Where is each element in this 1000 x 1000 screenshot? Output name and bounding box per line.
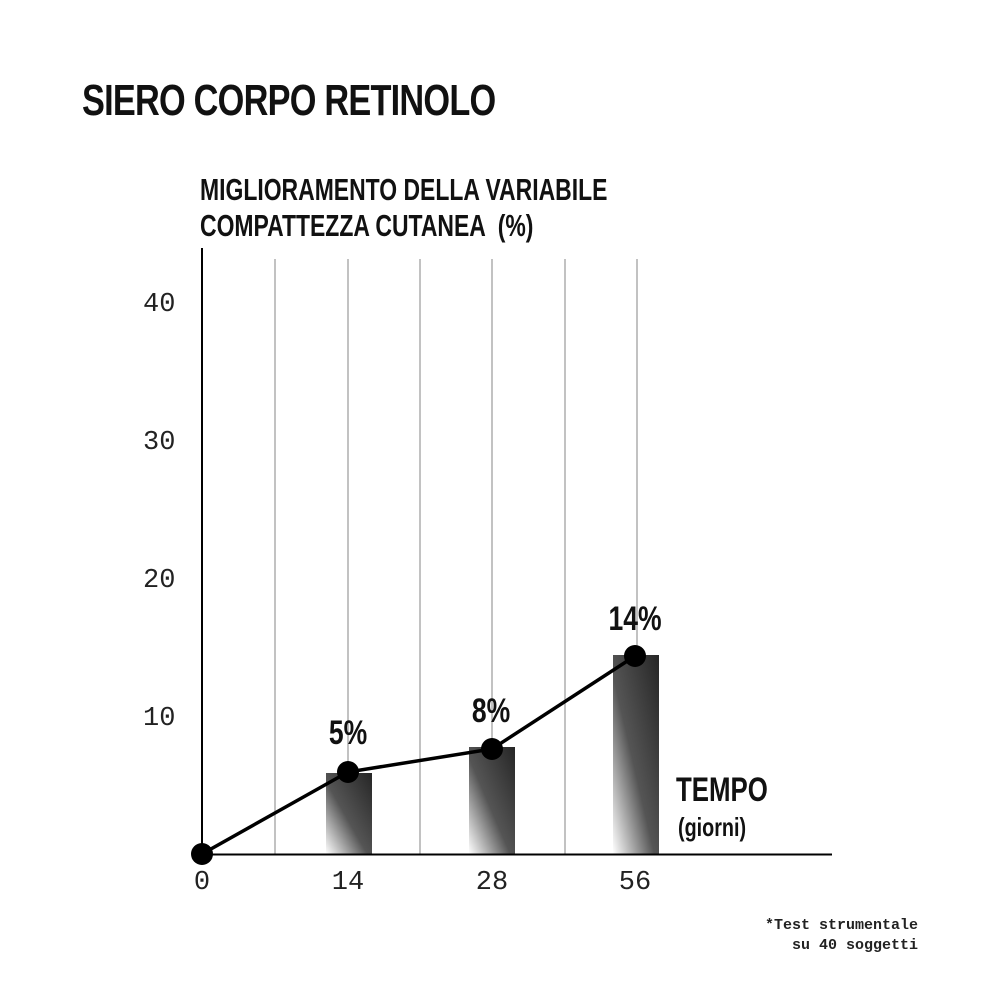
value-label-day-14: 5% bbox=[328, 714, 368, 752]
y-axis-label: MIGLIORAMENTO DELLA VARIABILE COMPATTEZZ… bbox=[200, 172, 607, 244]
point-day-14 bbox=[337, 761, 359, 783]
value-label-day-28: 8% bbox=[471, 692, 511, 730]
x-axis-unit: (giorni) bbox=[678, 812, 747, 842]
bar-day-14 bbox=[326, 773, 372, 854]
x-tick-0: 0 bbox=[193, 868, 211, 898]
y-tick-40: 40 bbox=[143, 290, 176, 320]
chart-title: SIERO CORPO RETINOLO bbox=[82, 76, 496, 125]
bar-day-56 bbox=[613, 655, 659, 854]
bar-day-28 bbox=[469, 747, 515, 854]
bars bbox=[326, 655, 659, 854]
point-day-0 bbox=[191, 843, 213, 865]
trend-line bbox=[201, 654, 636, 856]
y-tick-10: 10 bbox=[143, 704, 176, 734]
footnote: *Test strumentale su 40 soggetti bbox=[765, 916, 918, 956]
x-tick-56: 56 bbox=[618, 868, 652, 898]
y-axis-label-line2: COMPATTEZZA CUTANEA (%) bbox=[200, 208, 534, 243]
x-tick-28: 28 bbox=[475, 868, 509, 898]
y-tick-30: 30 bbox=[143, 428, 176, 458]
point-day-56 bbox=[624, 645, 646, 667]
x-axis-label: TEMPO bbox=[676, 771, 768, 809]
value-label-day-56: 14% bbox=[608, 600, 662, 638]
data-points bbox=[191, 645, 646, 865]
vertical-gridlines bbox=[274, 259, 638, 854]
y-tick-20: 20 bbox=[143, 566, 176, 596]
y-axis-label-line1: MIGLIORAMENTO DELLA VARIABILE bbox=[200, 172, 608, 207]
point-day-28 bbox=[481, 738, 503, 760]
footnote-line2: su 40 soggetti bbox=[791, 937, 918, 954]
footnote-line1: *Test strumentale bbox=[764, 917, 918, 934]
x-tick-14: 14 bbox=[331, 868, 365, 898]
